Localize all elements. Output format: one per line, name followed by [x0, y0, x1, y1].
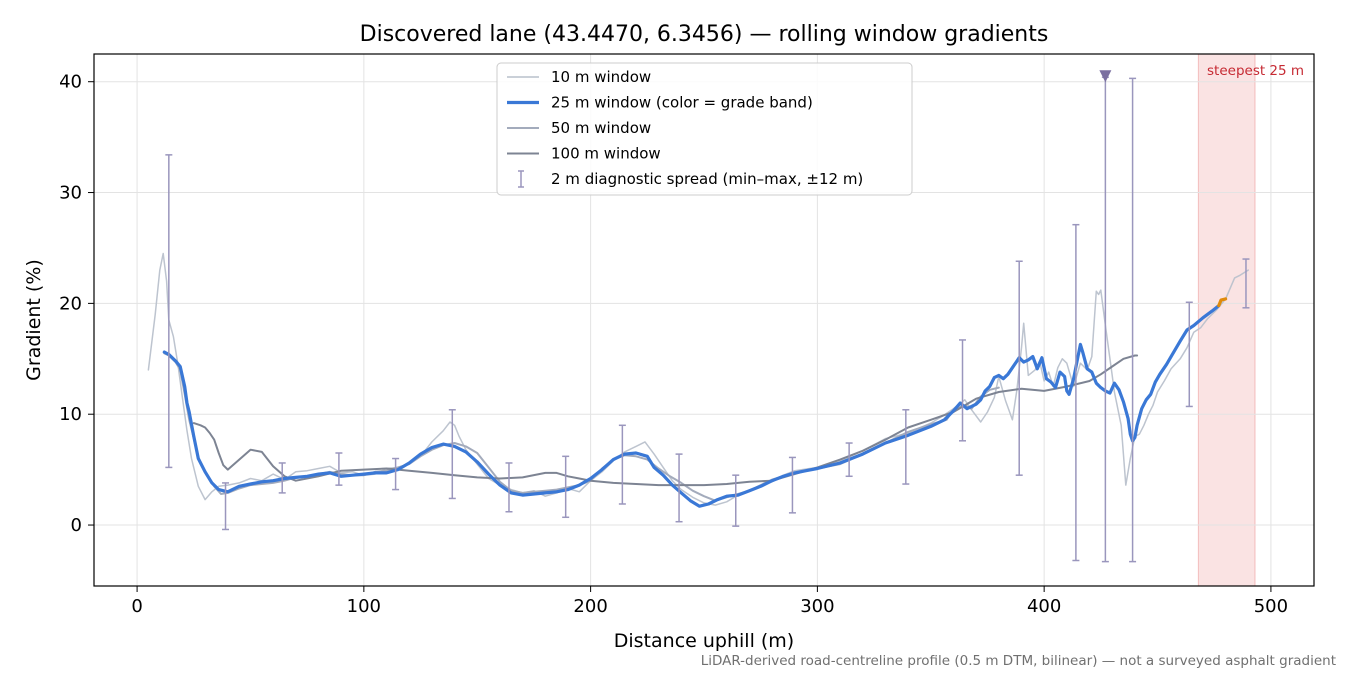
- error-bar: [675, 453, 683, 523]
- x-tick-label: 200: [573, 596, 607, 617]
- error-bar: [278, 462, 286, 494]
- axes-frame: [93, 53, 1315, 587]
- error-bar: [959, 339, 967, 442]
- legend-label: 50 m window: [551, 119, 651, 137]
- error-bar: [618, 424, 626, 505]
- x-tick-label: 100: [347, 596, 381, 617]
- error-bar: [392, 457, 400, 491]
- y-tick-label: 30: [59, 183, 82, 204]
- error-bar: [562, 455, 570, 519]
- error-bar: [902, 409, 910, 485]
- series-line-10-m: [147, 252, 1249, 506]
- error-bar: [165, 154, 173, 469]
- error-bar: [845, 442, 853, 478]
- error-bar: [1129, 77, 1137, 563]
- series-line-25-m-steep-segment: [1217, 297, 1228, 308]
- legend-label: 2 m diagnostic spread (min–max, ±12 m): [551, 170, 863, 188]
- y-tick-label: 20: [59, 293, 82, 314]
- error-bar: [1072, 223, 1080, 562]
- error-bar: [732, 474, 740, 527]
- legend-label: 10 m window: [551, 68, 651, 86]
- legend-box: [496, 62, 913, 196]
- series-line-25-m: [162, 304, 1221, 508]
- y-tick-label: 10: [59, 404, 82, 425]
- legend: 10 m window 25 m window (color = grade ba…: [496, 62, 913, 196]
- y-tick-label: 40: [59, 72, 82, 93]
- steepest-highlight-band: [1197, 53, 1256, 587]
- y-axis-label: Gradient (%): [23, 259, 45, 381]
- x-axis-label: Distance uphill (m): [614, 630, 794, 652]
- x-tick-label: 300: [800, 596, 834, 617]
- error-bar: [788, 456, 796, 514]
- error-bar: [222, 482, 230, 531]
- chart-title: Discovered lane (43.4470, 6.3456) — roll…: [360, 22, 1049, 47]
- clip-marker-triangle: [1099, 70, 1112, 83]
- error-bar: [1242, 258, 1250, 309]
- error-bar: [1015, 260, 1023, 476]
- error-bar: [448, 409, 456, 500]
- x-tick-label: 400: [1027, 596, 1061, 617]
- error-bar: [1101, 76, 1109, 563]
- error-bar: [335, 452, 343, 486]
- legend-label: 100 m window: [551, 145, 661, 163]
- series-line-100-m: [192, 354, 1139, 487]
- error-bar: [1185, 301, 1193, 408]
- footnote: LiDAR-derived road-centreline profile (0…: [701, 653, 1336, 669]
- legend-label: 25 m window (color = grade band): [551, 94, 813, 112]
- x-tick-label: 500: [1254, 596, 1288, 617]
- error-bar: [505, 462, 513, 513]
- highlight-label: steepest 25 m: [1207, 63, 1304, 79]
- y-tick-label: 0: [71, 515, 82, 536]
- x-tick-label: 0: [131, 596, 142, 617]
